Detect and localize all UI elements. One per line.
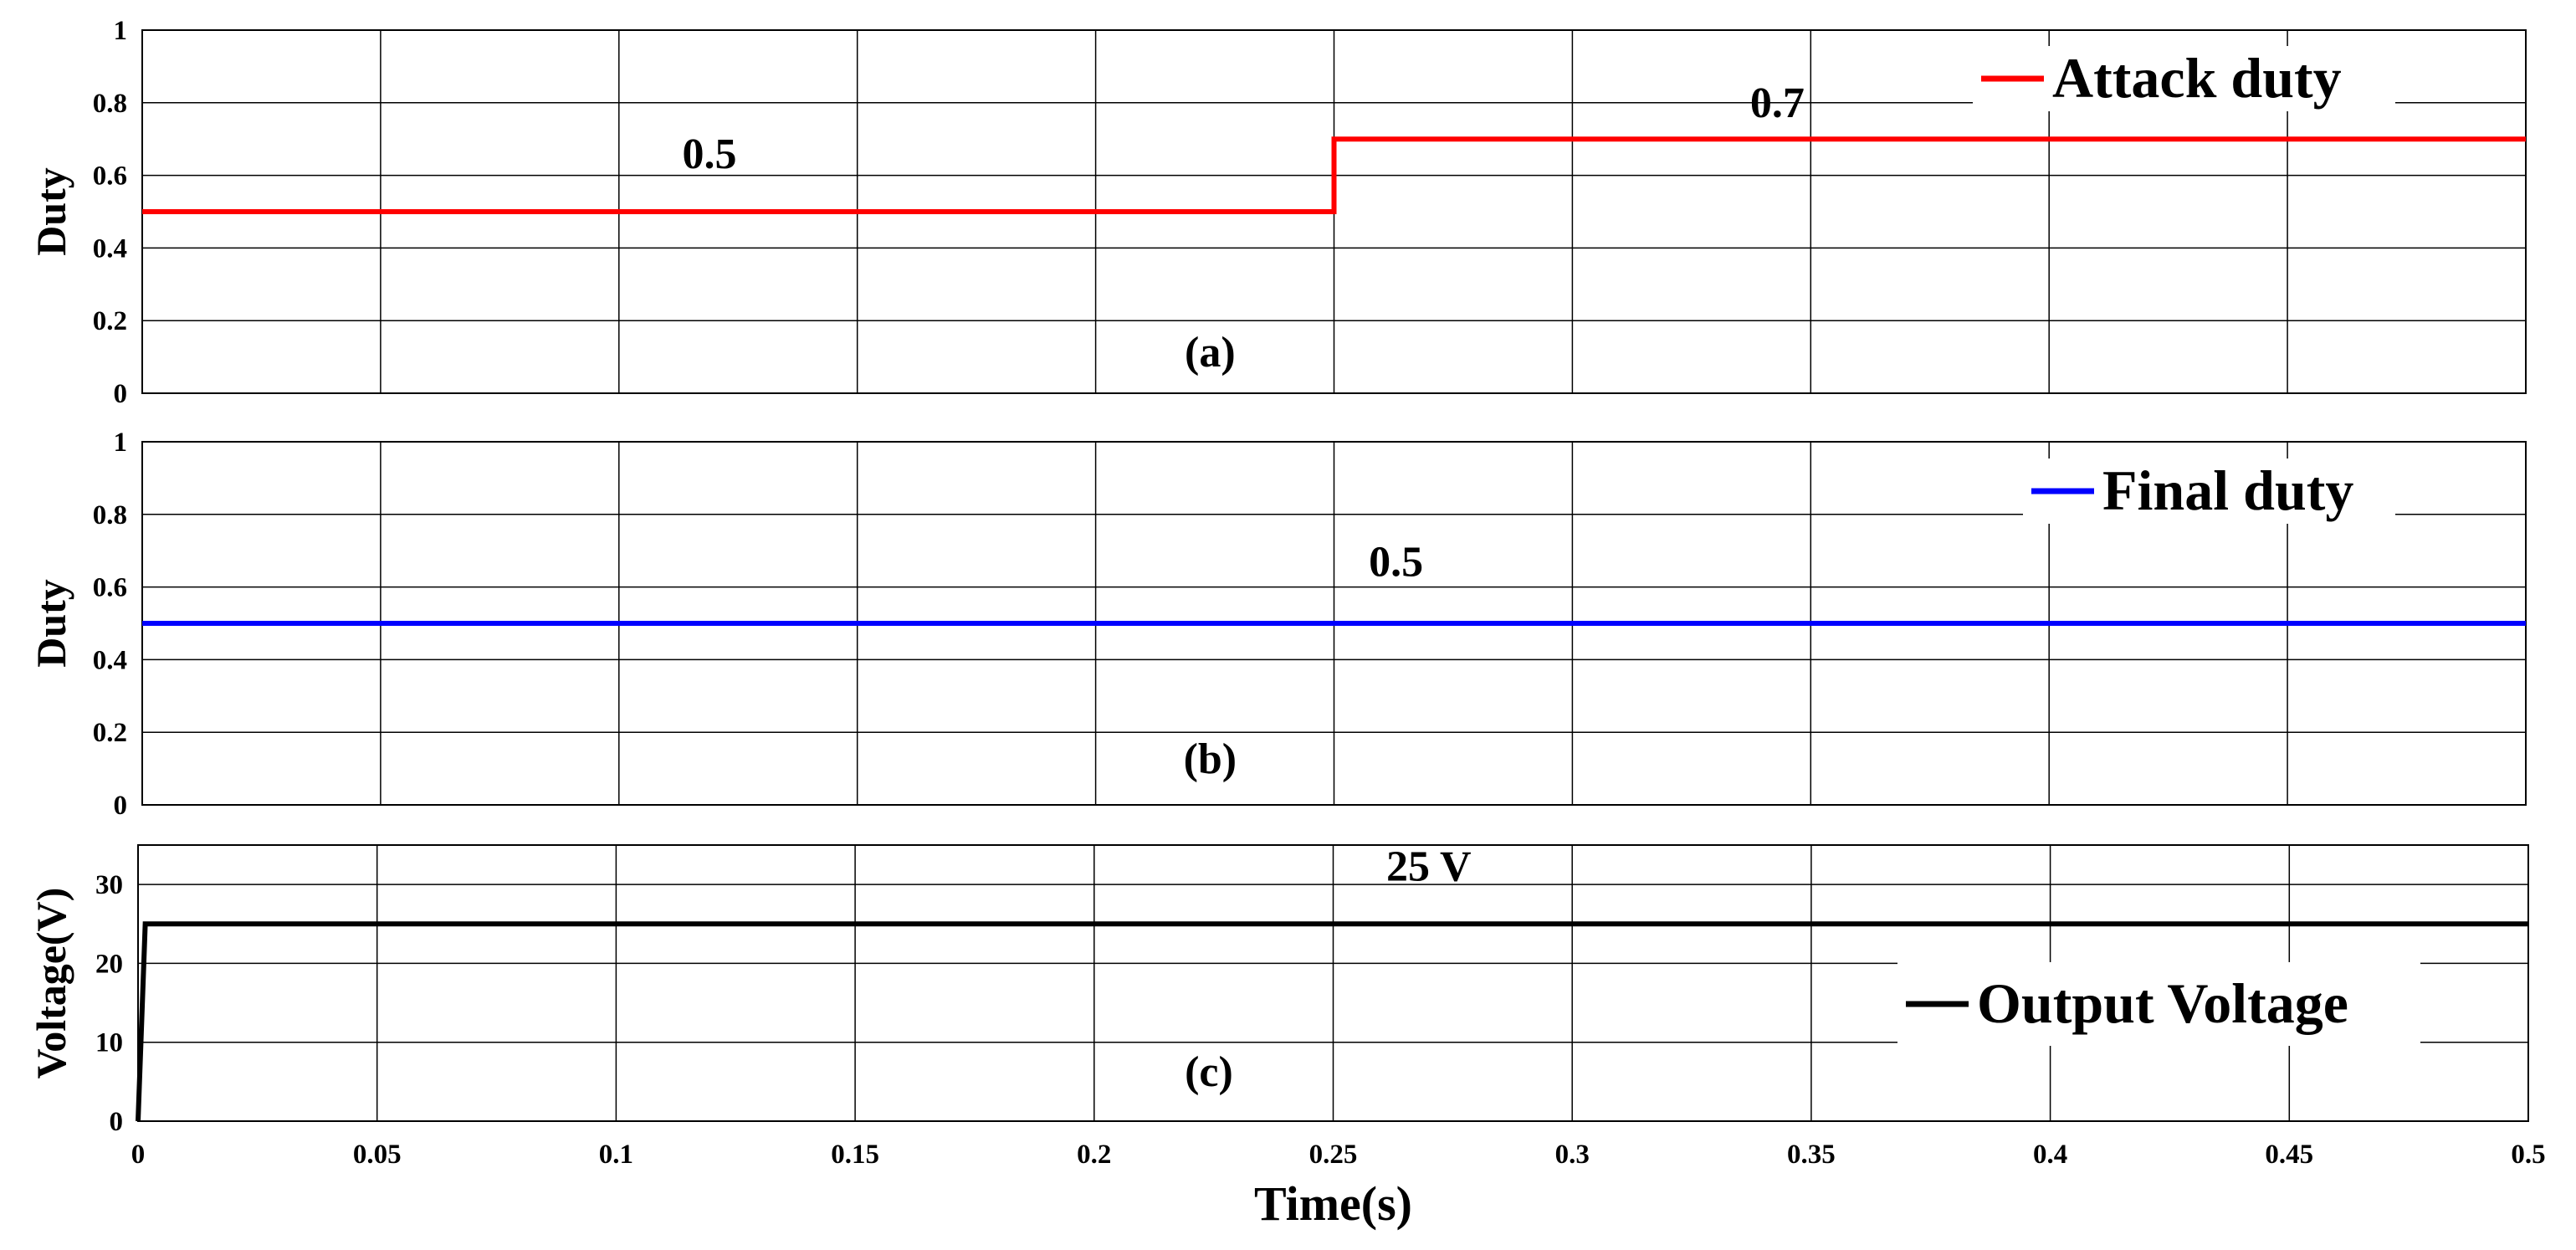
panel-1 (141, 29, 2527, 394)
y-tick-label: 0.2 (93, 306, 127, 336)
annotation-label: 0.5 (683, 131, 737, 178)
panel-3 (136, 844, 2529, 1122)
y-tick-label: 10 (95, 1028, 123, 1058)
x-tick-label: 0 (131, 1140, 146, 1170)
x-tick-label: 0.25 (1309, 1140, 1358, 1170)
x-tick-label: 0.15 (831, 1140, 879, 1170)
x-tick-label: 0.1 (599, 1140, 633, 1170)
series-line-output-voltage (136, 921, 2528, 1122)
annotation-label: 0.7 (1750, 79, 1805, 127)
y-tick-label: 0.4 (93, 233, 127, 264)
x-tick-label: 0.05 (353, 1140, 402, 1170)
y-tick-label: 0 (114, 379, 128, 409)
panel-3-frame (137, 844, 2529, 1122)
x-tick-label: 0.4 (2033, 1140, 2067, 1170)
x-tick-label: 0.35 (1787, 1140, 1836, 1170)
y-axis-label: Duty (28, 167, 74, 256)
y-tick-label: 0.8 (93, 500, 127, 530)
y-tick-label: 1 (114, 16, 128, 46)
x-tick-label: 0.3 (1555, 1140, 1590, 1170)
series-line-attack-duty (142, 136, 2526, 214)
y-tick-label: 0.6 (93, 573, 127, 603)
annotation-label: 25 V (1386, 843, 1472, 890)
y-tick-label: 0.8 (93, 89, 127, 119)
y-tick-label: 20 (95, 949, 123, 979)
y-tick-label: 0.2 (93, 718, 127, 748)
panel-2 (141, 441, 2527, 806)
legend-background (1897, 962, 2420, 1046)
panel-label: (a) (1185, 329, 1236, 377)
y-tick-label: 0.6 (93, 161, 127, 192)
y-tick-label: 1 (114, 428, 128, 458)
panel-label: (c) (1185, 1048, 1233, 1096)
y-tick-label: 0 (114, 791, 128, 821)
y-tick-label: 0 (110, 1107, 124, 1137)
x-tick-label: 0.45 (2265, 1140, 2313, 1170)
y-tick-label: 30 (95, 870, 123, 900)
legend-label: Output Voltage (1977, 971, 2348, 1035)
x-tick-label: 0.2 (1077, 1140, 1111, 1170)
annotation-label: 0.5 (1369, 539, 1423, 587)
x-tick-label: 0.5 (2511, 1140, 2545, 1170)
y-axis-label: Duty (28, 579, 74, 668)
y-tick-label: 0.4 (93, 645, 127, 675)
x-axis-label: Time(s) (1254, 1176, 1412, 1231)
panel-label: (b) (1184, 735, 1237, 783)
legend-label: Final duty (2102, 459, 2353, 522)
y-axis-label: Voltage(V) (28, 888, 74, 1079)
legend-label: Attack duty (2052, 46, 2342, 110)
